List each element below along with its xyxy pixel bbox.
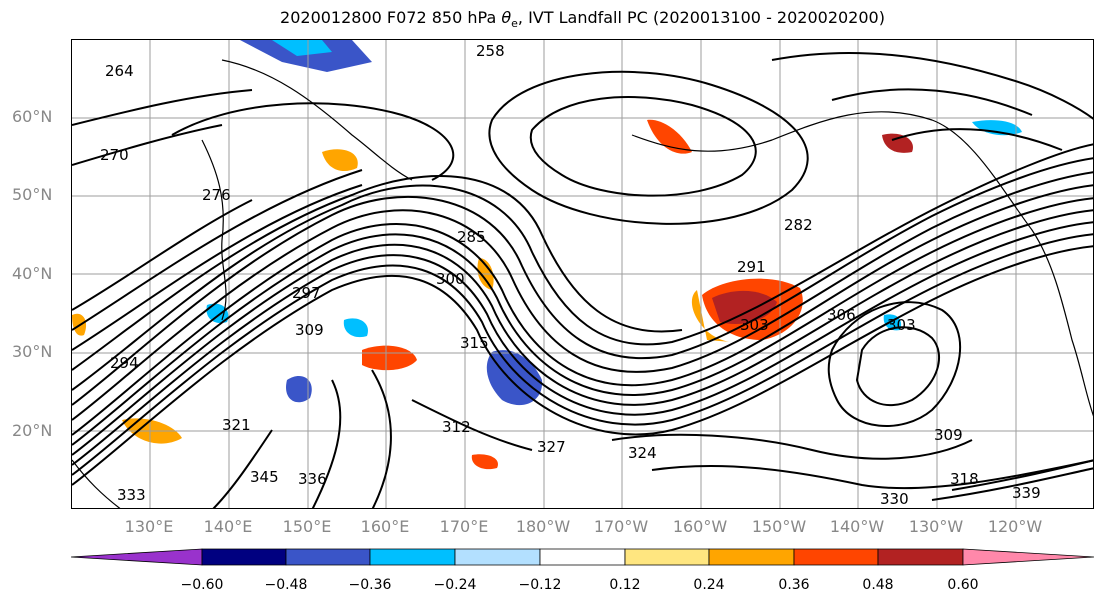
lon-label: 150°W	[751, 517, 807, 536]
lat-label-50n: 50°N	[12, 185, 53, 204]
contour-label: 294	[110, 354, 139, 372]
colorbar-tick: 0.60	[947, 577, 979, 593]
colorbar-cell	[539, 548, 626, 566]
lat-label-30n: 30°N	[12, 342, 53, 361]
map-title: 2020012800 F072 850 hPa θe, IVT Landfall…	[0, 8, 1105, 30]
contour-label: 318	[950, 470, 979, 488]
title-subscript: e	[511, 17, 518, 31]
lon-label: 150°E	[282, 517, 332, 536]
colorbar-cell	[71, 548, 203, 566]
colorbar-cell	[877, 548, 964, 566]
colorbar-tick: 0.24	[693, 577, 725, 593]
colorbar-tick: 0.36	[778, 577, 810, 593]
lon-label: 180°W	[515, 517, 571, 536]
colorbar-cell	[624, 548, 710, 566]
contour-label: 330	[880, 490, 909, 508]
pc-shading	[72, 40, 1022, 470]
lon-label: 120°W	[987, 517, 1043, 536]
theta-e-contours	[72, 51, 1093, 508]
colorbar-cell	[369, 548, 456, 566]
contour-label: 303	[740, 316, 769, 334]
contour-label: 306	[827, 306, 856, 324]
colorbar-cell	[201, 548, 287, 566]
title-prefix: 2020012800 F072 850 hPa	[280, 8, 502, 27]
contour-label: 315	[460, 334, 489, 352]
lon-label: 160°E	[360, 517, 410, 536]
contour-label: 300	[436, 270, 465, 288]
map-canvas: 264 270 276 258 294 297 309 285 300 291 …	[72, 40, 1093, 508]
lat-label-40n: 40°N	[12, 264, 53, 283]
colorbar-tick: −0.12	[518, 577, 562, 593]
colorbar-tick: 0.48	[862, 577, 894, 593]
colorbar-tick: −0.24	[433, 577, 477, 593]
contour-label: 264	[105, 62, 134, 80]
lon-label: 170°W	[593, 517, 649, 536]
colorbar-cell	[793, 548, 879, 566]
map-panel: 264 270 276 258 294 297 309 285 300 291 …	[71, 39, 1094, 509]
contour-label: 276	[202, 186, 231, 204]
colorbar-cell	[962, 548, 1094, 566]
contour-label: 309	[295, 321, 324, 339]
lon-label: 140°W	[829, 517, 885, 536]
lon-label: 160°W	[672, 517, 728, 536]
lat-label-20n: 20°N	[12, 421, 53, 440]
contour-label: 339	[1012, 484, 1041, 502]
lon-label: 130°W	[908, 517, 964, 536]
contour-label: 285	[457, 228, 486, 246]
colorbar-tick: −0.36	[348, 577, 392, 593]
contour-label: 333	[117, 486, 146, 504]
contour-label: 324	[628, 444, 657, 462]
colorbar-cell	[285, 548, 371, 566]
contour-label: 282	[784, 216, 813, 234]
contour-label: 291	[737, 258, 766, 276]
colorbar-tick: 0.12	[609, 577, 641, 593]
colorbar	[71, 548, 1094, 566]
contour-label: 327	[537, 438, 566, 456]
contour-label: 336	[298, 470, 327, 488]
contour-label: 258	[476, 42, 505, 60]
lat-label-60n: 60°N	[12, 107, 53, 126]
coastline	[72, 59, 1093, 508]
contour-label: 312	[442, 418, 471, 436]
colorbar-tick: −0.60	[180, 577, 224, 593]
title-suffix: , IVT Landfall PC (2020013100 - 20200202…	[517, 8, 885, 27]
colorbar-cell	[708, 548, 795, 566]
contour-label: 321	[222, 416, 251, 434]
lon-label: 170°E	[439, 517, 489, 536]
contour-labels: 264 270 276 258 294 297 309 285 300 291 …	[100, 42, 1041, 508]
colorbar-cell	[454, 548, 541, 566]
contour-label: 303	[887, 316, 916, 334]
title-theta: θ	[501, 8, 512, 27]
lon-label: 140°E	[203, 517, 253, 536]
contour-label: 270	[100, 146, 129, 164]
colorbar-tick: −0.48	[264, 577, 308, 593]
lon-label: 130°E	[124, 517, 174, 536]
contour-label: 297	[292, 284, 321, 302]
contour-label: 345	[250, 468, 279, 486]
contour-label: 309	[934, 426, 963, 444]
